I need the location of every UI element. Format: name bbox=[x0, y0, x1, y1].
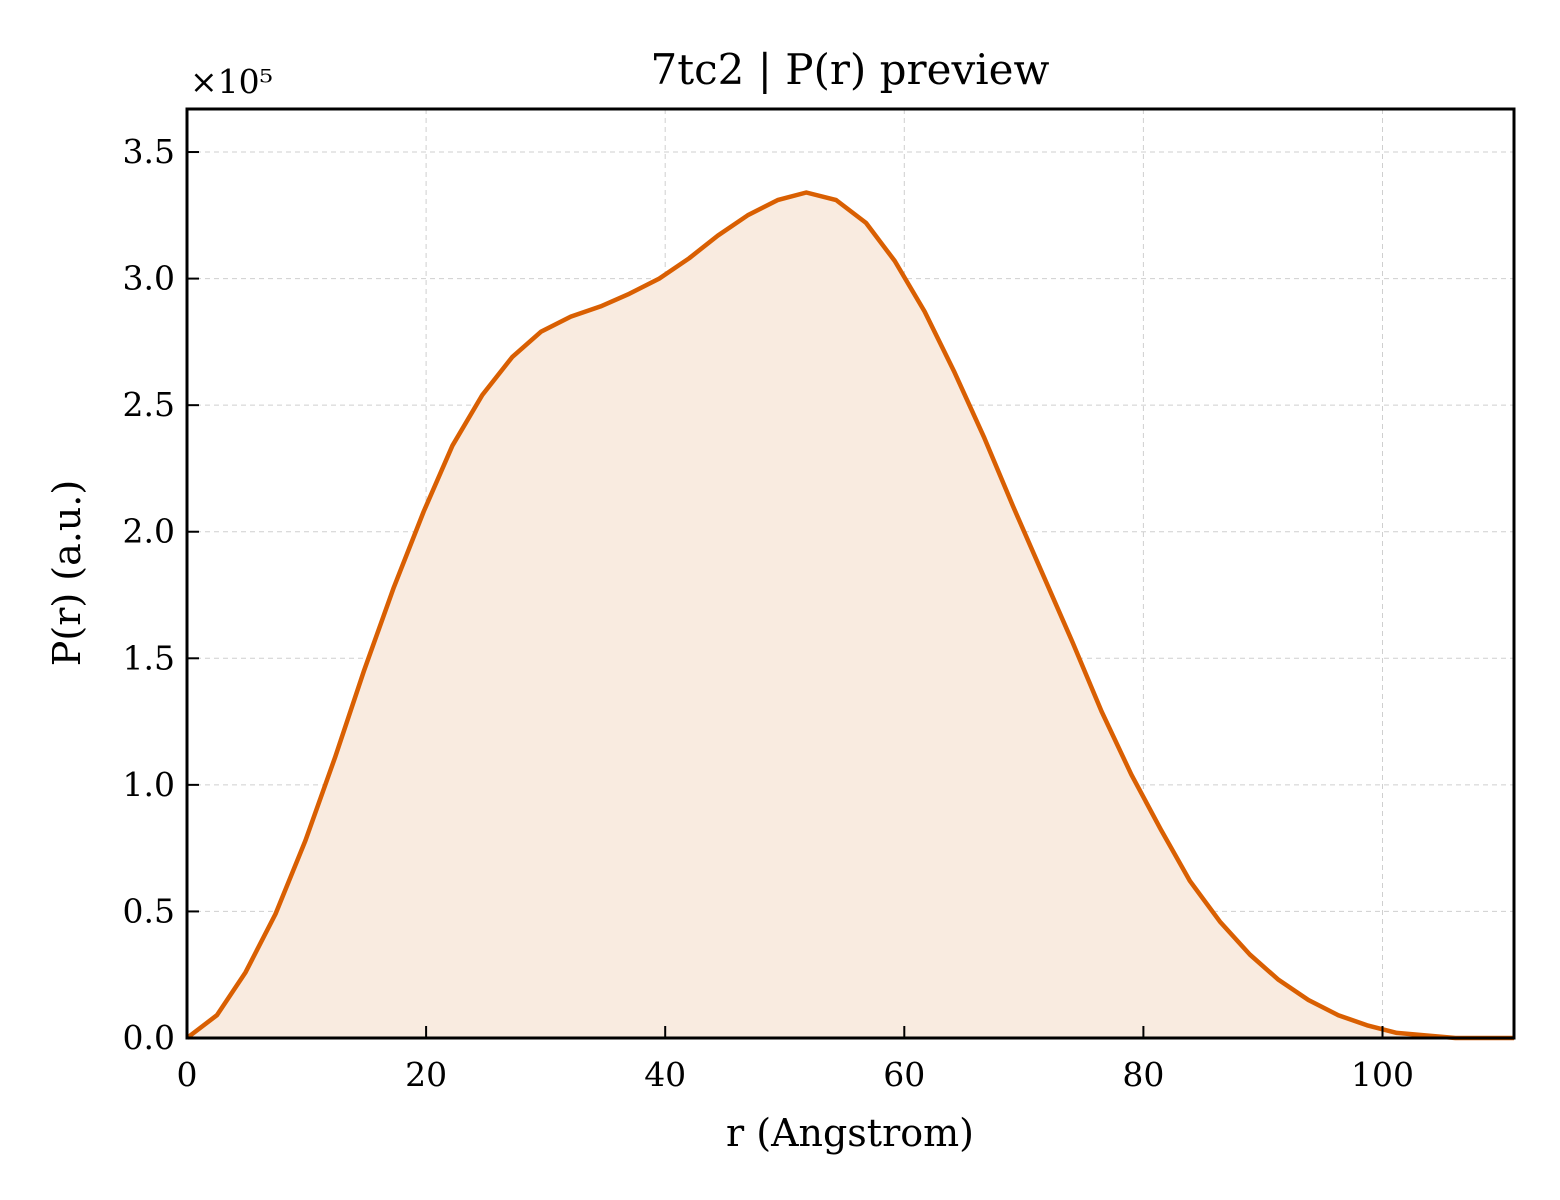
y-tick-label: 1.5 bbox=[123, 638, 175, 677]
plot-frame bbox=[185, 107, 1516, 1040]
y-axis-label: P(r) (a.u.) bbox=[45, 480, 89, 666]
pr-area-fill bbox=[187, 192, 1514, 1038]
x-tick-label: 0 bbox=[177, 1055, 198, 1094]
chart-title: 7tc2 | P(r) preview bbox=[651, 45, 1050, 94]
y-tick-label: 3.0 bbox=[123, 259, 175, 298]
y-tick-label: 3.5 bbox=[123, 132, 175, 171]
y-tick-label: 2.0 bbox=[123, 512, 175, 551]
y-offset-label: ×10⁵ bbox=[190, 62, 273, 101]
x-axis-label: r (Angstrom) bbox=[726, 1111, 974, 1155]
y-tick-label: 1.0 bbox=[123, 765, 175, 804]
y-tick-label: 0.5 bbox=[123, 891, 175, 930]
x-tick-label: 40 bbox=[644, 1055, 686, 1094]
x-tick-label: 60 bbox=[883, 1055, 925, 1094]
x-tick-label: 80 bbox=[1122, 1055, 1164, 1094]
pr-series-line bbox=[185, 190, 1514, 1041]
x-tick-label: 100 bbox=[1351, 1055, 1414, 1094]
y-tick-label: 0.0 bbox=[123, 1018, 175, 1057]
axis-ticks bbox=[186, 151, 1384, 1039]
x-tick-label: 20 bbox=[405, 1055, 447, 1094]
y-tick-label: 2.5 bbox=[123, 385, 175, 424]
tick-labels: 0 20 40 60 80 100 0.0 0.5 1.0 1.5 2.0 2.5 3.0 3.5 bbox=[123, 132, 1414, 1094]
